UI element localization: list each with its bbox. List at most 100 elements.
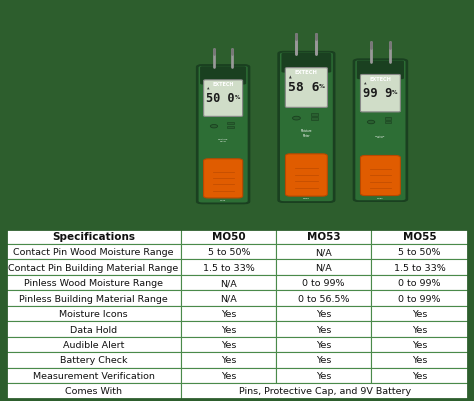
Text: Measurement Verification: Measurement Verification bbox=[33, 371, 155, 380]
Text: Pins, Protective Cap, and 9V Battery: Pins, Protective Cap, and 9V Battery bbox=[239, 387, 411, 395]
FancyBboxPatch shape bbox=[204, 81, 243, 117]
Bar bbox=[227, 126, 234, 128]
Text: EXTECH: EXTECH bbox=[212, 82, 234, 87]
Text: Moisture
Meter: Moisture Meter bbox=[375, 135, 386, 138]
Text: Yes: Yes bbox=[316, 309, 331, 318]
Bar bbox=[311, 114, 318, 116]
Text: MO50: MO50 bbox=[212, 232, 246, 242]
FancyBboxPatch shape bbox=[203, 159, 243, 198]
Bar bbox=[6, 229, 182, 244]
Bar bbox=[182, 291, 276, 306]
Bar bbox=[182, 244, 276, 260]
Text: %: % bbox=[235, 95, 240, 99]
Bar bbox=[182, 383, 468, 399]
FancyBboxPatch shape bbox=[360, 156, 401, 196]
Text: ▲: ▲ bbox=[207, 87, 210, 91]
Bar bbox=[371, 368, 468, 383]
Bar bbox=[371, 306, 468, 322]
Bar bbox=[371, 229, 468, 244]
Circle shape bbox=[210, 125, 218, 129]
Bar bbox=[276, 352, 371, 368]
Bar bbox=[276, 322, 371, 337]
Text: N/A: N/A bbox=[315, 247, 332, 257]
Bar bbox=[276, 306, 371, 322]
Text: Yes: Yes bbox=[316, 356, 331, 365]
FancyBboxPatch shape bbox=[277, 52, 336, 203]
Bar bbox=[227, 122, 234, 124]
Text: Pinless Wood Moisture Range: Pinless Wood Moisture Range bbox=[24, 278, 163, 288]
Bar bbox=[371, 244, 468, 260]
Text: ▲: ▲ bbox=[289, 75, 292, 79]
Text: Battery Check: Battery Check bbox=[60, 356, 128, 365]
Text: Yes: Yes bbox=[412, 309, 428, 318]
Text: Moisture Icons: Moisture Icons bbox=[59, 309, 128, 318]
Text: Yes: Yes bbox=[412, 371, 428, 380]
Bar bbox=[276, 337, 371, 352]
Text: 99 9: 99 9 bbox=[363, 87, 392, 100]
Text: Pinless Building Material Range: Pinless Building Material Range bbox=[19, 294, 168, 303]
Text: Comes With: Comes With bbox=[65, 387, 122, 395]
Text: Contact Pin Building Material Range: Contact Pin Building Material Range bbox=[9, 263, 179, 272]
Circle shape bbox=[292, 117, 301, 121]
Text: Specifications: Specifications bbox=[52, 232, 135, 242]
FancyBboxPatch shape bbox=[285, 69, 328, 108]
Text: %: % bbox=[319, 84, 325, 89]
Text: 0 to 99%: 0 to 99% bbox=[399, 294, 441, 303]
Bar bbox=[182, 368, 276, 383]
Bar bbox=[385, 118, 392, 120]
Bar bbox=[6, 275, 182, 291]
Bar bbox=[182, 260, 276, 275]
Bar bbox=[182, 306, 276, 322]
Bar bbox=[371, 275, 468, 291]
FancyBboxPatch shape bbox=[282, 54, 331, 73]
FancyBboxPatch shape bbox=[360, 75, 401, 113]
Bar bbox=[6, 244, 182, 260]
Bar bbox=[276, 291, 371, 306]
Bar bbox=[182, 275, 276, 291]
Circle shape bbox=[367, 121, 375, 124]
FancyBboxPatch shape bbox=[196, 65, 250, 205]
Text: Yes: Yes bbox=[412, 340, 428, 349]
Text: Moisture
Meter: Moisture Meter bbox=[301, 129, 312, 138]
Text: EXTECH: EXTECH bbox=[369, 77, 392, 81]
Bar bbox=[276, 275, 371, 291]
Text: Yes: Yes bbox=[412, 356, 428, 365]
Bar bbox=[6, 368, 182, 383]
Text: 5 to 50%: 5 to 50% bbox=[399, 247, 441, 257]
Text: Yes: Yes bbox=[221, 371, 237, 380]
Text: %: % bbox=[392, 90, 398, 95]
Bar bbox=[371, 352, 468, 368]
Text: Yes: Yes bbox=[316, 325, 331, 334]
Text: MO50: MO50 bbox=[377, 197, 383, 198]
Text: MO55: MO55 bbox=[403, 232, 437, 242]
Text: MO53: MO53 bbox=[307, 232, 340, 242]
Text: 1.5 to 33%: 1.5 to 33% bbox=[394, 263, 446, 272]
Bar bbox=[311, 118, 318, 120]
Bar bbox=[371, 291, 468, 306]
FancyBboxPatch shape bbox=[279, 53, 334, 203]
Bar bbox=[6, 383, 182, 399]
Text: 50 0: 50 0 bbox=[206, 92, 235, 105]
Bar bbox=[6, 337, 182, 352]
Bar bbox=[6, 260, 182, 275]
Bar bbox=[371, 337, 468, 352]
Text: Data Hold: Data Hold bbox=[70, 325, 117, 334]
Bar bbox=[276, 368, 371, 383]
FancyBboxPatch shape bbox=[198, 66, 248, 204]
Bar bbox=[276, 229, 371, 244]
FancyBboxPatch shape bbox=[285, 154, 328, 196]
Bar bbox=[371, 322, 468, 337]
Text: Yes: Yes bbox=[221, 325, 237, 334]
Text: 0 to 56.5%: 0 to 56.5% bbox=[298, 294, 349, 303]
Text: EXTECH: EXTECH bbox=[295, 70, 318, 75]
Text: Yes: Yes bbox=[316, 371, 331, 380]
Text: 0 to 99%: 0 to 99% bbox=[302, 278, 345, 288]
Bar bbox=[276, 244, 371, 260]
Text: Yes: Yes bbox=[221, 309, 237, 318]
Text: MO50: MO50 bbox=[303, 198, 310, 199]
Text: Contact Pin Wood Moisture Range: Contact Pin Wood Moisture Range bbox=[13, 247, 174, 257]
Bar bbox=[6, 352, 182, 368]
Bar bbox=[6, 306, 182, 322]
Text: 58 6: 58 6 bbox=[288, 81, 319, 94]
Text: ▲: ▲ bbox=[364, 81, 366, 85]
